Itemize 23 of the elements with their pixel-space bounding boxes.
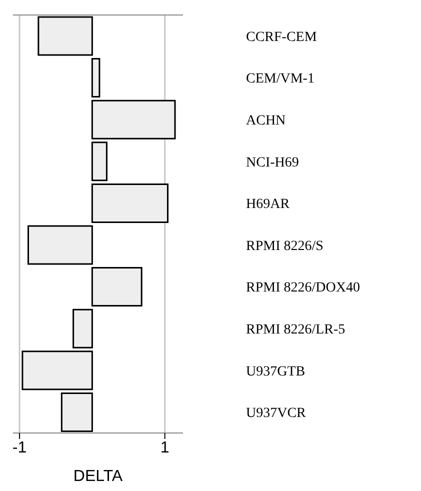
y-tick-label: U937VCR — [246, 406, 307, 422]
y-tick-label: NCI-H69 — [246, 155, 299, 170]
y-tick-label: RPMI 8226/LR-5 — [246, 322, 346, 338]
bar — [22, 350, 93, 390]
bar — [91, 267, 142, 307]
bar — [91, 100, 176, 140]
y-tick-label: CEM/VM-1 — [246, 72, 314, 87]
bar — [72, 308, 93, 348]
bar — [38, 16, 93, 56]
bar — [60, 392, 93, 432]
y-tick-label: CCRF-CEM — [246, 30, 318, 45]
bar — [91, 142, 108, 182]
x-tick-label: -1 — [12, 439, 27, 456]
bar — [91, 58, 100, 98]
y-tick-label: RPMI 8226/DOX40 — [246, 280, 360, 296]
bar — [91, 183, 168, 223]
y-tick-label: H69AR — [246, 197, 290, 212]
bar — [28, 225, 93, 265]
y-tick-label: ACHN — [246, 113, 286, 128]
x-tick-label: 1 — [160, 439, 170, 456]
x-axis-title: DELTA — [73, 468, 123, 485]
y-tick-label: RPMI 8226/S — [246, 238, 324, 254]
y-tick-label: U937GTB — [246, 364, 306, 380]
